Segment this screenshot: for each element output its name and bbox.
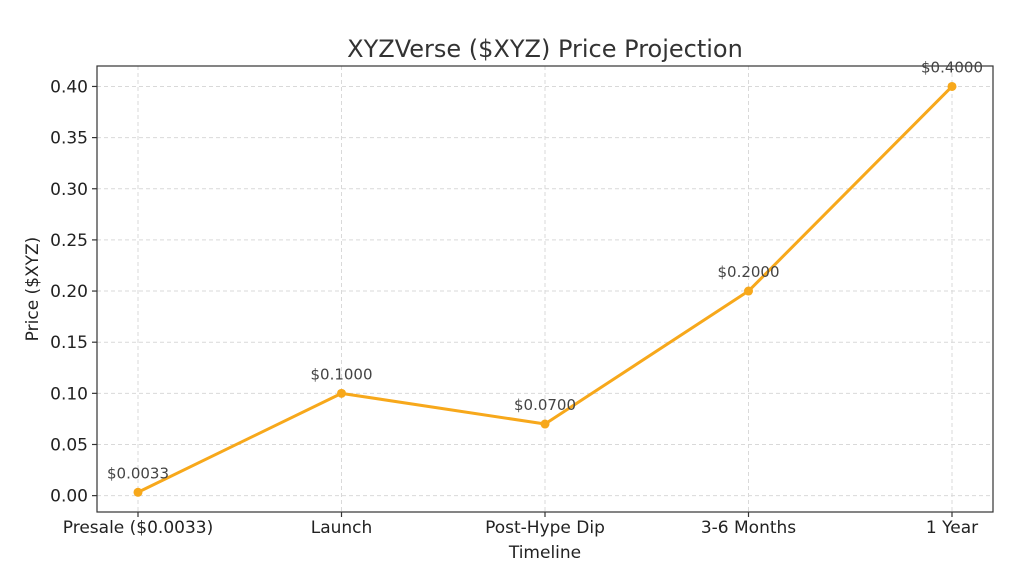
- data-point: [540, 419, 550, 429]
- data-label: $0.2000: [717, 263, 779, 281]
- y-tick-label: 0.00: [50, 487, 88, 507]
- y-tick-label: 0.15: [50, 333, 88, 353]
- x-axis-label: Timeline: [508, 543, 581, 563]
- y-axis-label: Price ($XYZ): [23, 237, 43, 342]
- data-label: $0.0033: [107, 464, 169, 482]
- grid-layer: [97, 66, 993, 512]
- data-label: $0.4000: [921, 58, 983, 76]
- x-axis: Presale ($0.0033) Launch Post-Hype Dip 3-6 …: [63, 512, 978, 538]
- x-tick-label: Launch: [311, 518, 373, 538]
- y-tick-label: 0.25: [50, 231, 88, 251]
- data-point: [133, 487, 143, 497]
- y-tick-label: 0.35: [50, 129, 88, 149]
- y-tick-label: 0.20: [50, 282, 88, 302]
- data-point: [744, 286, 753, 296]
- x-tick-label: Post-Hype Dip: [485, 518, 605, 538]
- data-point: [947, 81, 957, 91]
- data-label: $0.1000: [310, 365, 372, 383]
- x-tick-label: Presale ($0.0033): [63, 518, 213, 538]
- chart-title: XYZVerse ($XYZ) Price Projection: [347, 35, 743, 63]
- data-label: $0.0700: [514, 396, 576, 414]
- y-tick-label: 0.05: [50, 435, 88, 455]
- y-tick-label: 0.10: [50, 384, 88, 404]
- y-tick-label: 0.30: [50, 180, 88, 200]
- y-tick-label: 0.40: [50, 77, 88, 97]
- x-tick-label: 1 Year: [926, 518, 978, 538]
- data-point: [337, 388, 346, 398]
- x-tick-label: 3-6 Months: [701, 518, 796, 538]
- y-axis: 0.00 0.05 0.10 0.15 0.20 0.25 0.30 0.35 0.40: [50, 77, 97, 507]
- series-layer: $0.0033 $0.1000 $0.0700 $0.2000 $0.4000: [107, 58, 983, 497]
